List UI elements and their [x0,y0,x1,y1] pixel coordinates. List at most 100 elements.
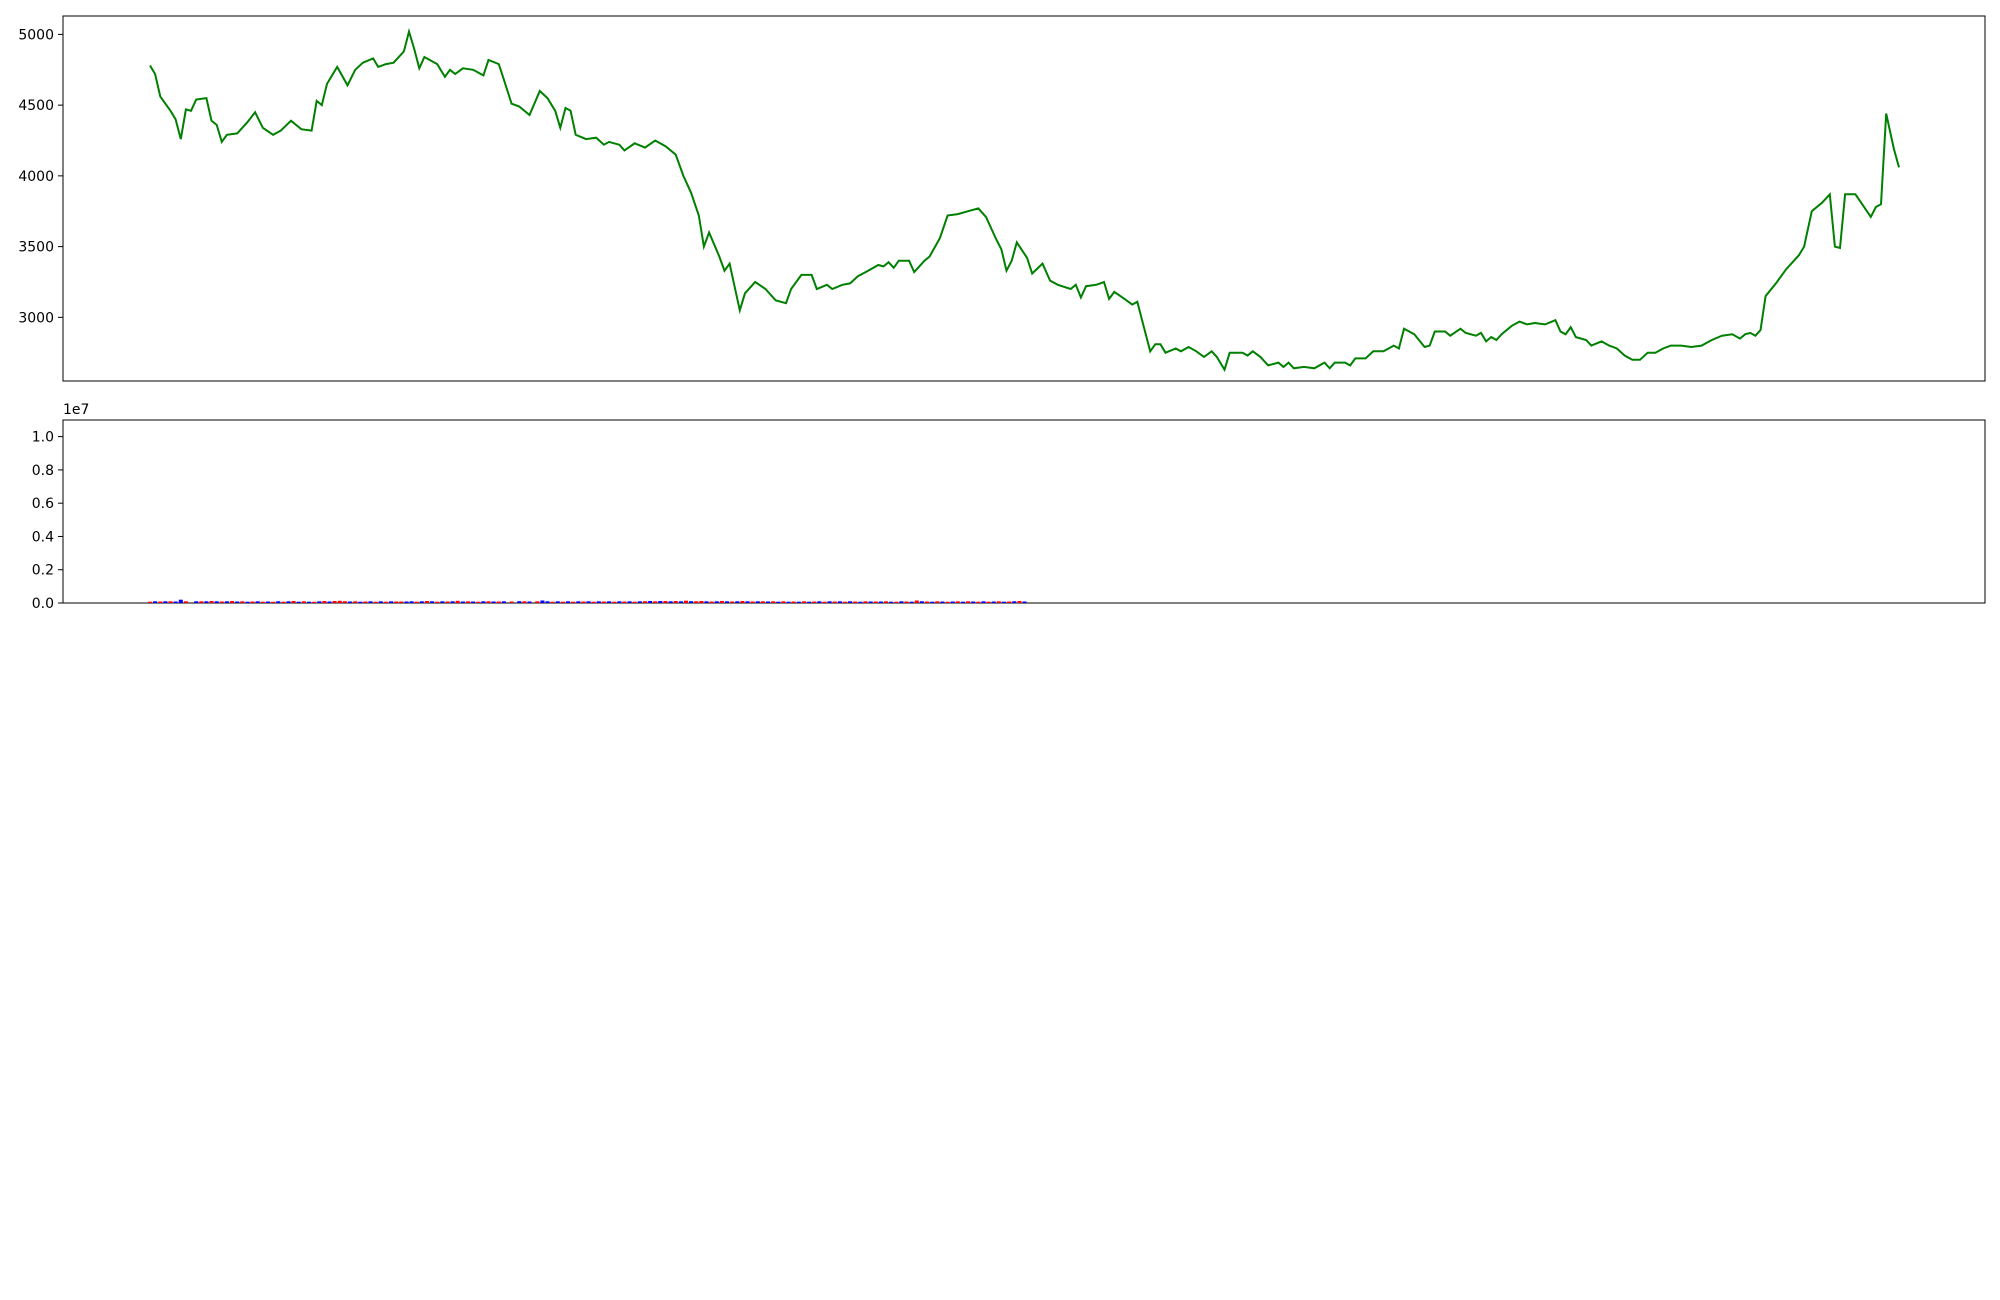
volume-bar [383,601,388,603]
volume-bar [837,601,842,603]
volume-bar [822,601,827,603]
volume-bar [863,601,868,603]
volume-bar [637,601,642,603]
volume-bar [704,601,709,603]
volume-bar [786,601,791,603]
volume-bar [586,601,591,603]
price-ytick-label: 3000 [18,310,54,326]
volume-bar [363,601,368,603]
volume-bar [389,601,394,603]
volume-bar [183,601,188,603]
volume-bar [689,601,694,603]
volume-ytick-label: 0.8 [32,463,54,479]
volume-bar [1012,601,1017,603]
volume-bar [663,601,668,603]
volume-bar [889,601,894,603]
volume-bar [807,601,812,603]
volume-bar [271,601,276,603]
volume-bar [755,601,760,603]
volume-ytick-label: 0.4 [32,529,54,545]
volume-bar [930,601,935,603]
volume-bar [832,601,837,603]
volume-bar [904,601,909,603]
volume-bar [509,601,514,603]
volume-bar [535,601,540,603]
volume-bar [678,601,683,603]
volume-bar [996,601,1001,603]
volume-bar [745,601,750,603]
volume-bar [750,601,755,603]
volume-bar [425,601,429,603]
volume-bar [373,601,378,603]
volume-bar [419,601,424,603]
volume-bar [945,601,950,603]
volume-bar [607,601,611,603]
volume-bar [317,601,322,603]
volume-bar [555,601,560,603]
volume-bar [414,601,419,603]
volume-bar [430,601,435,603]
volume-bar [878,601,883,603]
volume-bar [776,601,781,603]
volume-bar [796,601,801,603]
volume-bar [596,601,601,603]
volume-bar [214,601,219,603]
volume-bar [219,601,224,603]
volume-bar [296,601,301,603]
price-ytick-label: 5000 [18,27,54,43]
volume-bar [1007,601,1012,603]
volume-bar [781,601,786,603]
volume-bar [245,601,250,603]
volume-bar [730,601,735,603]
volume-ytick-label: 0.0 [32,596,54,612]
volume-bar [353,601,358,603]
volume-bar [914,600,919,603]
volume-bar [873,601,878,603]
volume-bar [266,601,270,603]
volume-bar [148,601,152,603]
volume-bar [481,601,486,603]
volume-bar [673,601,678,603]
volume-bar [817,601,822,603]
price-line [149,27,1900,373]
volume-bar [899,601,904,603]
volume-bar [735,601,740,603]
volume-bar [178,599,183,603]
volume-bar [307,601,311,603]
volume-bar [291,601,296,603]
volume-bar [466,601,470,603]
volume-bar [276,601,281,603]
volume-bar [445,601,450,603]
volume-bar [460,601,465,603]
volume-bar [601,601,606,603]
volume-bar [322,601,327,603]
volume-bar [517,601,522,603]
volume-bar [455,600,460,603]
volume-bar [802,601,806,603]
volume-bar [699,601,704,603]
volume-bar [976,601,981,603]
volume-axes-frame [62,419,1986,604]
volume-bar [950,601,955,603]
volume-bar [868,601,873,603]
volume-bar [709,601,714,603]
volume-bar [471,601,476,603]
volume-bar [224,601,229,603]
volume-bar [771,601,776,603]
volume-bar [230,601,235,603]
volume-bar [643,601,647,603]
volume-bar [378,601,383,603]
volume-bar [163,601,168,603]
price-ytick-label: 4500 [18,98,54,114]
volume-bar [658,601,663,603]
volume-bar [571,601,576,603]
volume-ytick-label: 1.0 [32,430,54,446]
volume-bar [812,601,817,603]
volume-bar [940,601,945,603]
volume-bar [648,601,653,603]
price-ytick-label: 4000 [18,169,54,185]
volume-bar [612,601,617,603]
volume-bar [1002,601,1006,603]
volume-bar [966,601,971,603]
